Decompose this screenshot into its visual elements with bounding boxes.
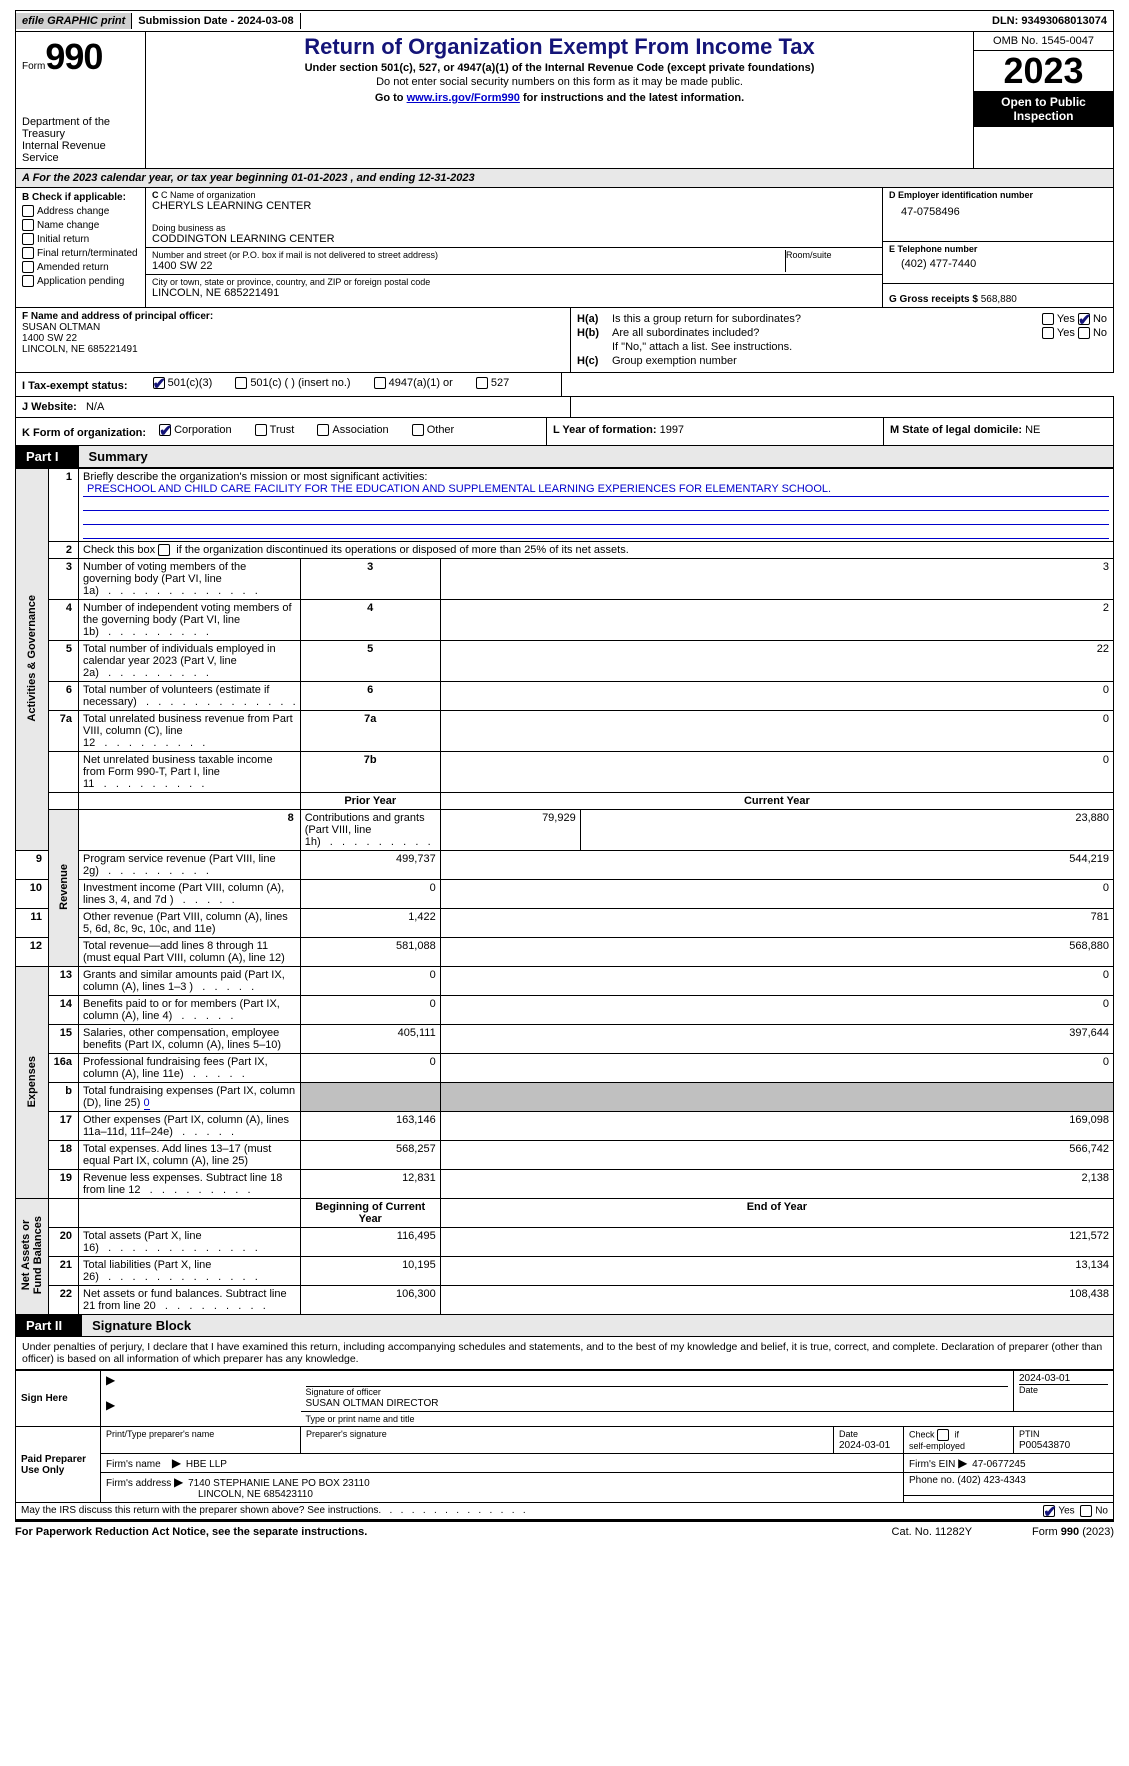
instructions-link[interactable]: www.irs.gov/Form990 [407,92,520,104]
signature-table: Sign Here Signature of officer SUSAN OLT… [15,1370,1114,1520]
chk-self-employed[interactable] [937,1429,949,1441]
firm-addr1: 7140 STEPHANIE LANE PO BOX 23110 [188,1478,370,1489]
footer: For Paperwork Reduction Act Notice, see … [15,1520,1114,1542]
v4: 2 [440,600,1113,641]
k-row: K Form of organization: Corporation Trus… [15,418,1114,446]
omb-number: OMB No. 1545-0047 [974,32,1113,51]
p8: 79,929 [440,810,580,851]
website: N/A [86,401,104,413]
dba-name: CODDINGTON LEARNING CENTER [152,233,876,245]
form-label: Form [22,61,45,72]
v3: 3 [440,559,1113,600]
f-h-row: F Name and address of principal officer:… [15,308,1114,373]
officer-city: LINCOLN, NE 685221491 [22,344,564,355]
hb-note: If "No," attach a list. See instructions… [577,341,1107,353]
firm-addr2: LINCOLN, NE 685423110 [106,1489,313,1500]
street-label: Number and street (or P.O. box if mail i… [152,250,785,260]
sig-date: 2024-03-01 [1019,1373,1108,1385]
firm-phone: (402) 423-4343 [957,1475,1025,1486]
fundraising-exp: 0 [144,1097,150,1110]
sign-here: Sign Here [16,1371,101,1427]
subtitle-2: Do not enter social security numbers on … [150,76,969,88]
chk-assoc[interactable] [317,424,329,436]
chk-amended[interactable] [22,261,34,273]
v6: 0 [440,682,1113,711]
officer-street: 1400 SW 22 [22,333,564,344]
domicile: NE [1025,424,1040,436]
ha-no[interactable] [1078,313,1090,325]
form-number: 990 [45,36,102,77]
mission: PRESCHOOL AND CHILD CARE FACILITY FOR TH… [83,483,1109,497]
tax-status-row: I Tax-exempt status: 501(c)(3) 501(c) ( … [15,373,1114,397]
street: 1400 SW 22 [152,260,785,272]
tax-year: 2023 [974,51,1113,91]
dln: DLN: 93493068013074 [986,13,1113,29]
chk-501c3[interactable] [153,377,165,389]
section-a: B Check if applicable: Address change Na… [15,188,1114,308]
submission-date: Submission Date - 2024-03-08 [132,13,300,29]
city-label: City or town, state or province, country… [152,277,876,287]
part-1-header: Part I Summary [15,446,1114,468]
subtitle-1: Under section 501(c), 527, or 4947(a)(1)… [150,62,969,74]
prep-date: 2024-03-01 [839,1440,890,1451]
firm-name: HBE LLP [186,1459,227,1470]
efile-tag: efile GRAPHIC print [16,13,132,29]
hb-yes[interactable] [1042,327,1054,339]
period-row: A For the 2023 calendar year, or tax yea… [15,169,1114,188]
discuss-no[interactable] [1080,1505,1092,1517]
v7a: 0 [440,711,1113,752]
v5: 22 [440,641,1113,682]
officer-name: SUSAN OLTMAN [22,322,564,333]
city: LINCOLN, NE 685221491 [152,287,876,299]
officer-label: F Name and address of principal officer: [22,311,564,322]
org-name-label: C C Name of organization [152,190,876,200]
discuss-yes[interactable] [1043,1505,1055,1517]
chk-name-change[interactable] [22,219,34,231]
chk-final-return[interactable] [22,247,34,259]
c8: 23,880 [580,810,1113,851]
hb-no[interactable] [1078,327,1090,339]
chk-discontinued[interactable] [158,544,170,556]
b-label: B Check if applicable: [22,192,139,203]
v7b: 0 [440,752,1113,793]
side-exp: Expenses [26,1056,38,1107]
ha-yes[interactable] [1042,313,1054,325]
top-bar: efile GRAPHIC print Submission Date - 20… [15,10,1114,32]
chk-address-change[interactable] [22,205,34,217]
part-2-header: Part II Signature Block [15,1315,1114,1337]
chk-trust[interactable] [255,424,267,436]
website-row: J Website: N/A [15,397,1114,418]
firm-ein: 47-0677245 [972,1459,1025,1470]
paid-preparer: Paid Preparer Use Only [16,1427,101,1503]
form-title: Return of Organization Exempt From Incom… [150,34,969,60]
chk-other[interactable] [412,424,424,436]
dept-treasury: Department of the Treasury Internal Reve… [22,116,139,164]
phone-label: E Telephone number [889,244,1107,254]
summary-table: Activities & Governance 1 Briefly descri… [15,468,1114,1315]
subtitle-3: Go to www.irs.gov/Form990 for instructio… [150,92,969,104]
form-header: Form990 Department of the Treasury Inter… [15,32,1114,169]
gross-label: G Gross receipts $ [889,294,978,305]
side-na: Net Assets or Fund Balances [20,1216,44,1294]
phone: (402) 477-7440 [889,254,1107,270]
chk-527[interactable] [476,377,488,389]
dba-label: Doing business as [152,223,876,233]
chk-corp[interactable] [159,424,171,436]
ptin: P00543870 [1019,1440,1070,1451]
officer-sig-name: SUSAN OLTMAN DIRECTOR [306,1398,439,1409]
ein-label: D Employer identification number [889,190,1107,200]
chk-application[interactable] [22,275,34,287]
chk-501c[interactable] [235,377,247,389]
side-ag: Activities & Governance [26,595,38,722]
ein: 47-0758496 [889,200,1107,218]
chk-initial-return[interactable] [22,233,34,245]
gross-receipts: 568,880 [981,294,1017,305]
room-label: Room/suite [786,250,876,260]
chk-4947[interactable] [374,377,386,389]
open-inspection: Open to Public Inspection [974,91,1113,127]
perjury-declaration: Under penalties of perjury, I declare th… [15,1337,1114,1370]
org-name: CHERYLS LEARNING CENTER [152,200,876,212]
side-rev: Revenue [58,864,70,910]
year-formation: 1997 [660,424,684,436]
